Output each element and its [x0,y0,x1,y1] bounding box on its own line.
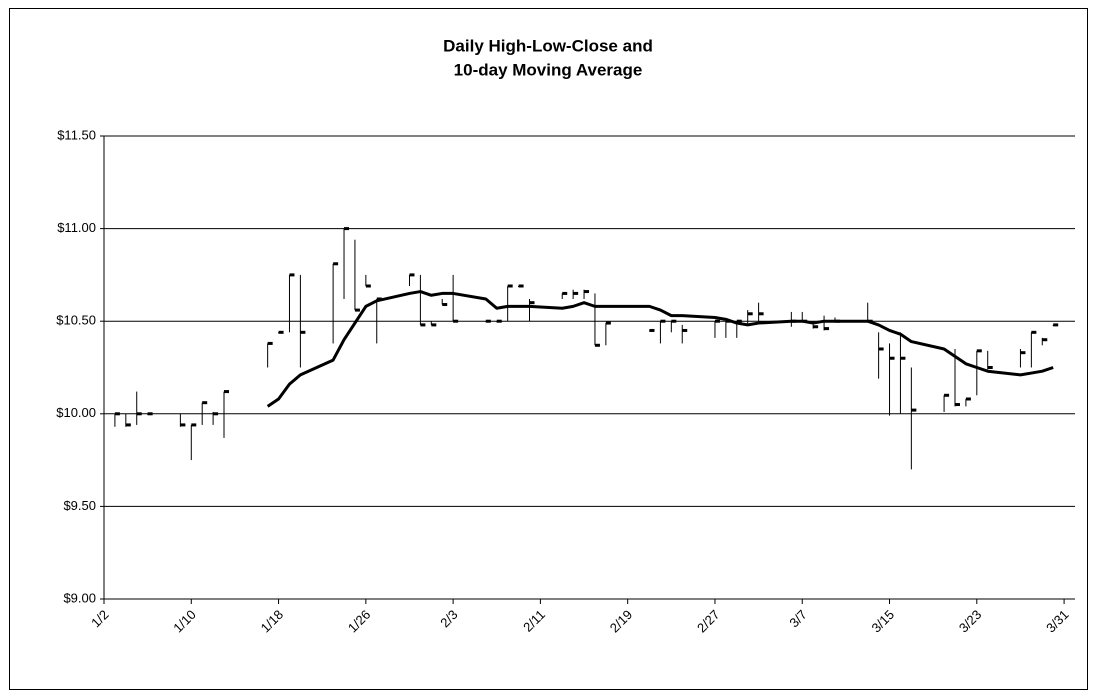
chart-title: Daily High-Low-Close and [443,36,653,55]
y-tick-label: $11.50 [57,127,96,142]
chart-frame [9,8,1088,690]
moving-average-line [266,290,1054,408]
y-tick-label: $10.00 [56,405,96,420]
chart-title: 10-day Moving Average [454,60,643,79]
y-tick-label: $10.50 [56,313,96,328]
y-tick-label: $11.00 [57,220,96,235]
y-tick-label: $9.50 [63,498,96,513]
y-tick-label: $9.00 [63,590,96,605]
